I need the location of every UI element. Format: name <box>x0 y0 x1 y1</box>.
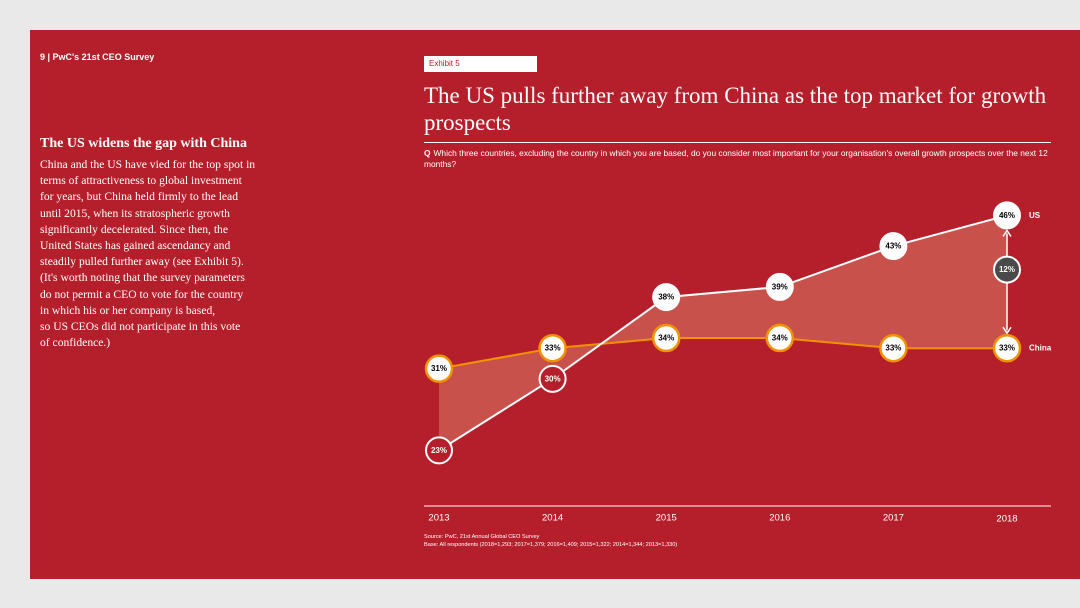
title-divider <box>424 142 1051 143</box>
china-point <box>538 333 567 363</box>
us-data-label: 39% <box>772 282 788 291</box>
report-page: 9 | PwC's 21st CEO Survey The US widens … <box>30 30 1080 579</box>
china-data-label: 34% <box>658 334 674 343</box>
x-tick-label: 2017 <box>883 513 904 524</box>
china-point <box>992 333 1022 363</box>
gap-arrow-head-down <box>1002 326 1012 335</box>
us-point <box>879 232 908 261</box>
chart-title: The US pulls further away from China as … <box>424 83 1047 135</box>
legend-china: China <box>1029 344 1052 353</box>
series-line-china <box>438 337 1007 370</box>
us-point <box>765 272 794 301</box>
us-point <box>993 201 1021 230</box>
sidebar-text: The US widens the gap with China China a… <box>40 136 285 351</box>
us-data-label: 46% <box>999 211 1015 220</box>
china-point <box>424 354 454 383</box>
question-text: Which three countries, excluding the cou… <box>424 148 1048 169</box>
china-data-label: 33% <box>885 344 901 353</box>
us-data-label: 43% <box>885 242 901 251</box>
china-point <box>651 323 681 353</box>
question-prefix: Q <box>424 148 431 158</box>
x-tick-label: 2016 <box>769 513 790 524</box>
page-header: 9 | PwC's 21st CEO Survey <box>40 52 155 62</box>
exhibit-tag: Exhibit 5 <box>424 56 537 72</box>
china-data-label: 33% <box>545 344 561 353</box>
us-data-label: 38% <box>658 293 674 302</box>
us-point <box>652 283 681 312</box>
line-chart: 12% 31% 33% 34% 34% 33% 33% 23% 30% 38% 39% 43% 46% U… <box>424 201 1052 525</box>
survey-question: Q Which three countries, excluding the co… <box>424 148 1054 170</box>
sidebar-body: China and the US have vied for the top s… <box>40 158 256 350</box>
sidebar-heading: The US widens the gap with China <box>40 136 247 151</box>
gap-area <box>439 215 1007 451</box>
x-tick-label: 2014 <box>542 513 563 524</box>
x-tick-label: 2018 <box>996 514 1017 525</box>
us-data-label: 30% <box>545 374 561 383</box>
x-tick-label: 2013 <box>428 513 449 524</box>
chart-source: Source: PwC, 21st Annual Global CEO Surv… <box>424 533 1054 549</box>
source-text: Source: PwC, 21st Annual Global CEO Surv… <box>424 534 540 540</box>
china-data-label: 34% <box>772 334 788 343</box>
us-point <box>538 364 567 393</box>
china-point <box>879 333 908 363</box>
china-point <box>765 323 795 353</box>
us-data-label: 23% <box>431 446 447 455</box>
legend-us: US <box>1029 211 1041 220</box>
china-data-label: 33% <box>999 344 1015 353</box>
gap-label: 12% <box>999 265 1015 274</box>
gap-arrow-head-up <box>1002 229 1012 237</box>
us-point <box>425 436 453 465</box>
series-line-us <box>438 214 1008 452</box>
x-tick-label: 2015 <box>656 513 677 524</box>
gap-marker <box>993 255 1021 284</box>
china-data-label: 31% <box>431 364 447 373</box>
base-text: Base: All respondents (2018=1,293; 2017=… <box>424 542 678 548</box>
